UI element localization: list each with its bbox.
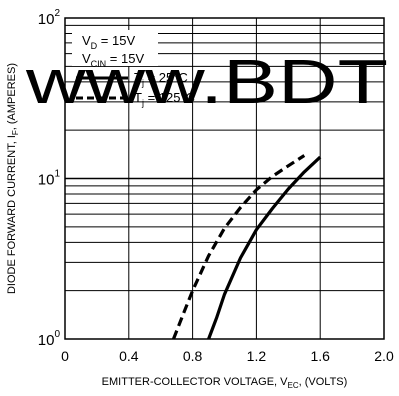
series-line-0 <box>207 155 322 340</box>
series-line-1 <box>172 154 306 340</box>
y-axis-label: DIODE FORWARD CURRENT, IF, (AMPERES) <box>6 63 20 294</box>
legend-label-25c: Tj = 25°C <box>134 70 188 88</box>
y-tick-labels: 100 101 102 <box>38 8 61 349</box>
x-tick-label: 0 <box>61 348 69 364</box>
x-axis-label: EMITTER-COLLECTOR VOLTAGE, VEC, (VOLTS) <box>102 376 348 390</box>
grid-layer <box>65 18 384 339</box>
x-tick-label: 0.4 <box>119 348 139 364</box>
watermark-text: www.BDT <box>25 48 388 117</box>
condition-vcin: VCIN = 15V <box>82 51 144 69</box>
legend-background <box>72 30 158 66</box>
series-layer <box>172 154 322 340</box>
legend-label-125c: Tj = 125°C <box>134 90 195 108</box>
plot-frame <box>64 17 385 340</box>
condition-vd: VD = 15V <box>82 33 135 51</box>
y-tick-label: 100 <box>38 329 61 349</box>
x-tick-label: 0.8 <box>183 348 203 364</box>
y-tick-label: 101 <box>38 169 61 189</box>
x-tick-label: 1.2 <box>247 348 267 364</box>
y-tick-label: 102 <box>38 8 61 28</box>
x-tick-label: 1.6 <box>310 348 330 364</box>
x-tick-label: 2.0 <box>374 348 394 364</box>
x-tick-labels: 0 0.4 0.8 1.2 1.6 2.0 <box>61 348 394 364</box>
legend: VD = 15V VCIN = 15V Tj = 25°C Tj = 125°C <box>72 30 195 108</box>
